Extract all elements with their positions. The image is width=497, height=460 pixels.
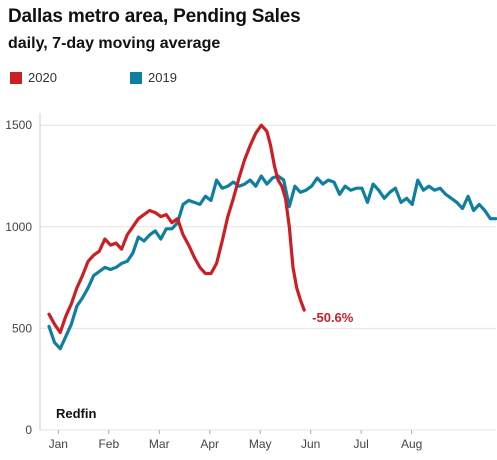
x-tick-label: Aug xyxy=(401,437,422,451)
chart-axes xyxy=(39,113,413,434)
source-label: Redfin xyxy=(56,406,97,421)
x-tick-label: Jul xyxy=(353,437,368,451)
y-tick-label: 500 xyxy=(12,321,32,335)
x-tick-label: Jun xyxy=(301,437,320,451)
legend-swatch-2020 xyxy=(10,71,22,84)
x-tick-label: Jan xyxy=(49,437,68,451)
series-line-2020 xyxy=(47,123,306,335)
chart-subtitle: daily, 7-day moving average xyxy=(8,35,221,52)
chart-series xyxy=(47,123,497,351)
series-line-2019 xyxy=(47,174,497,351)
y-tick-label: 1500 xyxy=(5,118,32,132)
legend-item-2019: 2019 xyxy=(130,70,177,85)
x-tick-label: Apr xyxy=(200,437,219,451)
y-tick-label: 1000 xyxy=(5,220,32,234)
x-tick-label: May xyxy=(249,437,272,451)
legend-item-2020: 2020 xyxy=(10,70,57,85)
legend-swatch-2019 xyxy=(130,71,142,84)
chart-title: Dallas metro area, Pending Sales xyxy=(8,6,301,27)
grid-lines xyxy=(40,124,496,431)
legend-label-2019: 2019 xyxy=(148,70,177,85)
chart-labels: 0 500 1000 1500 Jan Feb Mar Apr May Jun Jul Aug -50.… xyxy=(5,118,422,451)
legend-label-2020: 2020 xyxy=(28,70,57,85)
x-tick-label: Mar xyxy=(149,437,170,451)
y-tick-label: 0 xyxy=(25,423,32,437)
annotation-label: -50.6% xyxy=(312,310,354,325)
x-tick-label: Feb xyxy=(98,437,119,451)
